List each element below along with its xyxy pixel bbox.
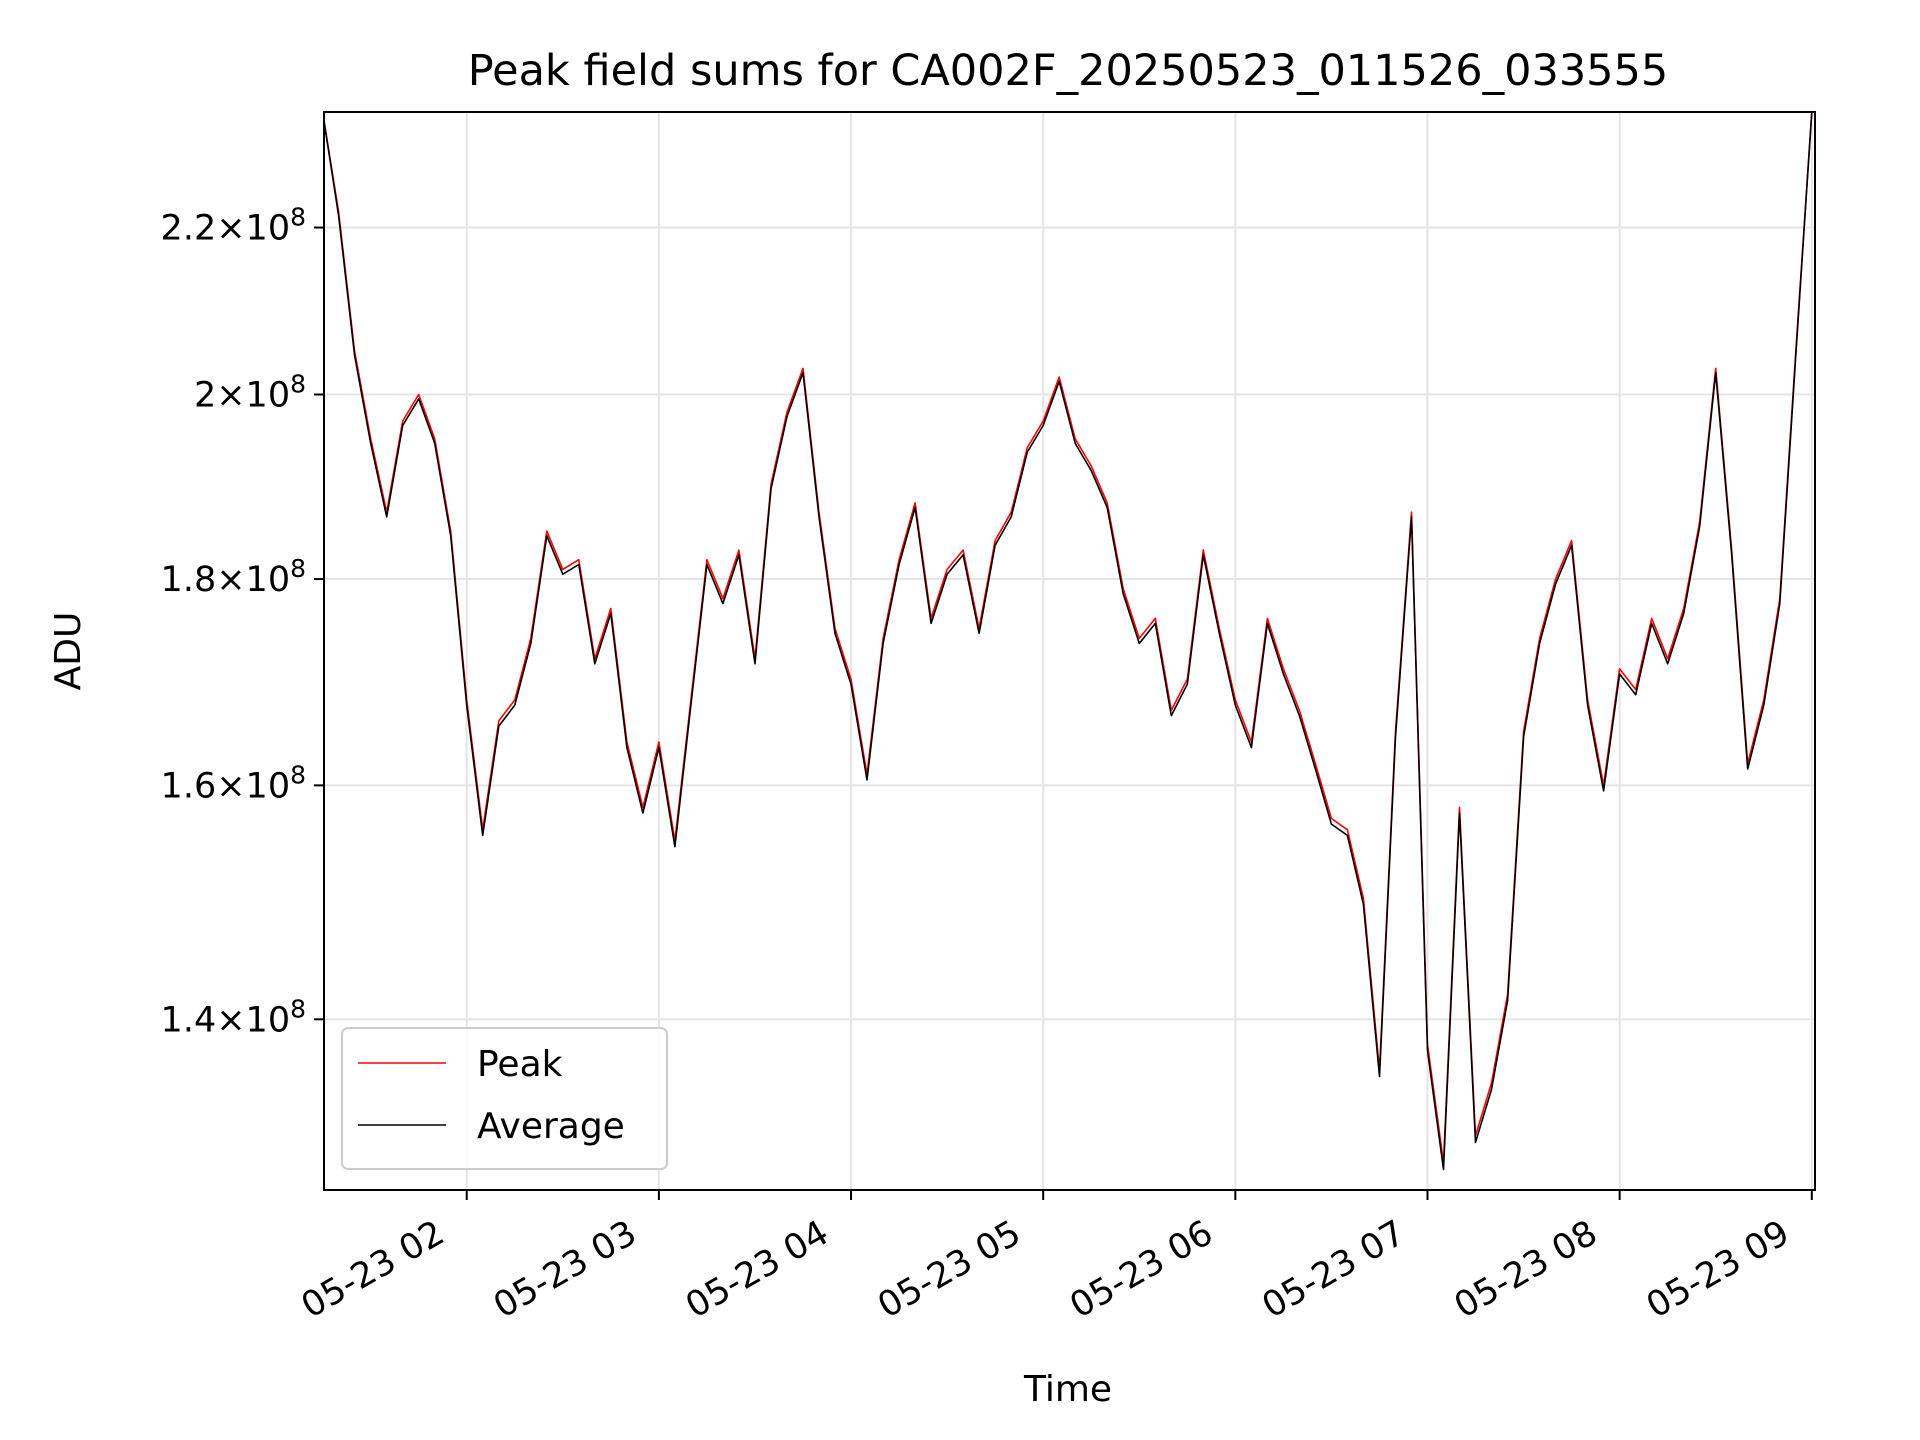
legend-label-peak: Peak — [477, 1044, 563, 1085]
y-tick-label: 1.4×108 — [161, 994, 306, 1040]
y-tick-label: 1.8×108 — [161, 554, 306, 600]
y-axis: 1.4×108 1.6×108 1.8×108 2×108 2.2×108 — [161, 203, 324, 1040]
plot-frame — [323, 111, 1816, 1191]
y-tick-label: 2×108 — [194, 369, 306, 415]
y-tick-label: 2.2×108 — [161, 203, 306, 249]
series-line-average — [324, 112, 1813, 1171]
y-axis-label: ADU — [48, 612, 89, 691]
x-axis-label: Time — [1023, 1369, 1112, 1410]
series-layer — [324, 112, 1813, 1171]
legend-label-average: Average — [477, 1106, 625, 1147]
grid — [324, 112, 1815, 1190]
y-tick-label: 1.6×108 — [161, 760, 306, 806]
legend: Peak Average — [341, 1027, 668, 1170]
series-line-peak — [324, 112, 1813, 1164]
chart-title: Peak field sums for CA002F_20250523_0115… — [468, 46, 1669, 96]
